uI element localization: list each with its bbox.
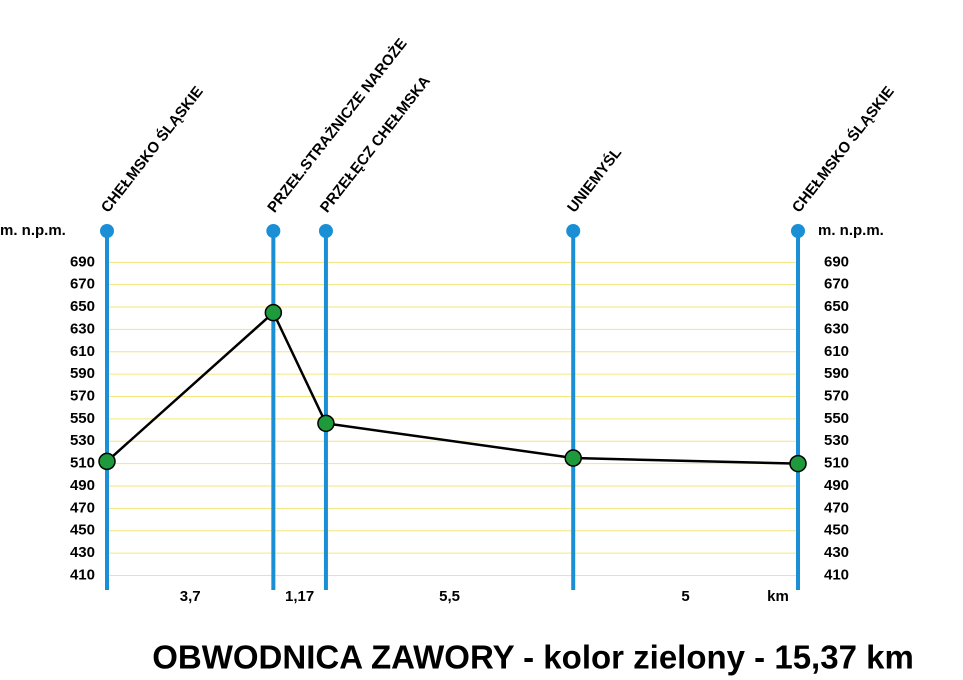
y-tick-label: 410 bbox=[70, 566, 95, 583]
y-tick-label-right: 490 bbox=[824, 477, 849, 494]
location-label: CHEŁMSKO ŚLĄSKIE bbox=[97, 83, 207, 216]
y-tick-label: 490 bbox=[70, 477, 95, 494]
y-tick-label-right: 570 bbox=[824, 387, 849, 404]
y-tick-label: 670 bbox=[70, 276, 95, 293]
y-tick-label-right: 590 bbox=[824, 365, 849, 382]
segment-label: 5 bbox=[681, 588, 689, 605]
y-tick-label-right: 470 bbox=[824, 499, 849, 516]
location-label: UNIEMYŚL bbox=[563, 144, 625, 216]
y-tick-label-right: 670 bbox=[824, 276, 849, 293]
elevation-point bbox=[564, 449, 582, 467]
location-label: PRZEŁĘCZ CHEŁMSKA bbox=[317, 73, 434, 216]
location-dot bbox=[100, 224, 114, 238]
y-tick-label-right: 610 bbox=[824, 343, 849, 360]
y-tick-label: 630 bbox=[70, 320, 95, 337]
y-tick-label-right: 430 bbox=[824, 544, 849, 561]
y-tick-label: 430 bbox=[70, 544, 95, 561]
y-tick-label: 590 bbox=[70, 365, 95, 382]
y-tick-label: 510 bbox=[70, 455, 95, 472]
segment-label: 5,5 bbox=[439, 588, 460, 605]
location-dot bbox=[318, 224, 333, 238]
y-tick-label-right: 450 bbox=[824, 522, 849, 539]
segment-label: 3,7 bbox=[180, 588, 201, 605]
y-tick-label-right: 530 bbox=[824, 432, 849, 449]
location-label: CHEŁMSKO ŚLĄSKIE bbox=[788, 83, 898, 216]
y-tick-label-right: 650 bbox=[824, 298, 849, 315]
elevation-point bbox=[264, 303, 283, 322]
y-tick-label: 550 bbox=[70, 410, 95, 427]
y-tick-label: 610 bbox=[70, 343, 95, 360]
y-axis-label: m. n.p.m. bbox=[0, 222, 66, 239]
elevation-point bbox=[789, 454, 807, 473]
elevation-point bbox=[98, 452, 116, 471]
y-tick-label-right: 550 bbox=[824, 410, 849, 427]
location-dot bbox=[266, 224, 281, 238]
y-axis-label-right: m. n.p.m. bbox=[818, 222, 884, 239]
elevation-point bbox=[317, 414, 335, 433]
location-dot bbox=[566, 224, 581, 238]
segment-label: 1,17 bbox=[285, 588, 314, 605]
y-tick-label: 530 bbox=[70, 432, 95, 449]
y-tick-label-right: 510 bbox=[824, 455, 849, 472]
y-tick-label-right: 630 bbox=[824, 320, 849, 337]
y-tick-label: 450 bbox=[70, 522, 95, 539]
y-tick-label: 470 bbox=[70, 499, 95, 516]
location-dot bbox=[791, 224, 805, 238]
x-unit: km bbox=[767, 588, 789, 605]
y-tick-label: 690 bbox=[70, 253, 95, 270]
y-tick-label-right: 690 bbox=[824, 253, 849, 270]
y-tick-label-right: 410 bbox=[824, 566, 849, 583]
chart-title: OBWODNICA ZAWORY - kolor zielony - 15,37… bbox=[152, 639, 914, 676]
y-tick-label: 650 bbox=[70, 298, 95, 315]
y-tick-label: 570 bbox=[70, 387, 95, 404]
